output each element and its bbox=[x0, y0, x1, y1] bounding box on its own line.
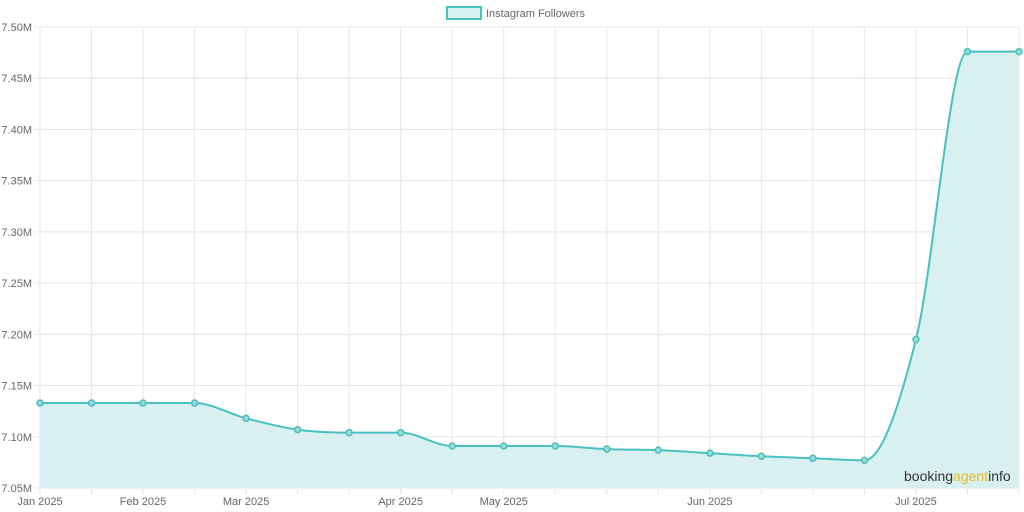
x-tick-label: Apr 2025 bbox=[378, 496, 423, 508]
legend[interactable]: Instagram Followers bbox=[446, 6, 586, 20]
legend-label[interactable]: Instagram Followers bbox=[486, 8, 586, 20]
watermark-part-agent: agent bbox=[953, 468, 988, 484]
data-point[interactable] bbox=[242, 414, 250, 423]
x-tick-label: Feb 2025 bbox=[120, 496, 166, 508]
legend-swatch[interactable] bbox=[446, 6, 482, 20]
data-points bbox=[36, 47, 1023, 465]
series-line bbox=[40, 50, 1019, 462]
x-axis-labels: Jan 2025 Feb 2025 Mar 2025 Apr 2025 May 2025… bbox=[17, 496, 936, 508]
data-point[interactable] bbox=[757, 452, 766, 460]
y-tick-label: 7.35M bbox=[1, 176, 32, 188]
data-point[interactable] bbox=[396, 428, 405, 437]
y-tick-label: 7.05M bbox=[1, 483, 32, 495]
y-tick-label: 7.20M bbox=[1, 329, 32, 341]
series-fill bbox=[40, 51, 1019, 488]
data-point[interactable] bbox=[809, 454, 817, 463]
data-point[interactable] bbox=[912, 335, 920, 344]
y-tick-label: 7.40M bbox=[1, 124, 32, 136]
data-point[interactable] bbox=[139, 399, 147, 407]
x-tick-label: Jun 2025 bbox=[687, 496, 732, 508]
data-point[interactable] bbox=[36, 399, 44, 407]
y-tick-label: 7.45M bbox=[1, 73, 32, 85]
data-point[interactable] bbox=[293, 425, 302, 434]
series-area bbox=[40, 50, 1019, 488]
data-point[interactable] bbox=[1015, 47, 1023, 56]
data-point[interactable] bbox=[190, 399, 199, 407]
y-tick-label: 7.10M bbox=[1, 432, 32, 444]
data-point[interactable] bbox=[551, 442, 560, 450]
x-tick-label: Mar 2025 bbox=[223, 496, 269, 508]
data-point[interactable] bbox=[87, 399, 96, 407]
watermark: bookingagentinfo bbox=[904, 468, 1011, 484]
x-tick-label: Jul 2025 bbox=[895, 496, 937, 508]
y-tick-label: 7.30M bbox=[1, 227, 32, 239]
data-point[interactable] bbox=[499, 442, 508, 450]
watermark-part-info: info bbox=[988, 468, 1011, 484]
data-point[interactable] bbox=[448, 442, 456, 450]
y-tick-label: 7.50M bbox=[1, 22, 32, 34]
data-point[interactable] bbox=[963, 47, 972, 56]
y-axis-labels: 7.05M 7.10M 7.15M 7.20M 7.25M 7.30M 7.35M 7.40M… bbox=[1, 22, 32, 495]
x-tick-label: May 2025 bbox=[480, 496, 528, 508]
y-tick-label: 7.15M bbox=[1, 381, 32, 393]
data-point[interactable] bbox=[706, 449, 714, 457]
data-point[interactable] bbox=[860, 456, 869, 465]
x-tick-label: Jan 2025 bbox=[17, 496, 62, 508]
grid-lines bbox=[34, 26, 1020, 494]
y-tick-label: 7.25M bbox=[1, 278, 32, 290]
data-point[interactable] bbox=[603, 445, 611, 453]
data-point[interactable] bbox=[345, 428, 353, 437]
data-point[interactable] bbox=[654, 446, 663, 454]
watermark-part-booking: booking bbox=[904, 468, 953, 484]
